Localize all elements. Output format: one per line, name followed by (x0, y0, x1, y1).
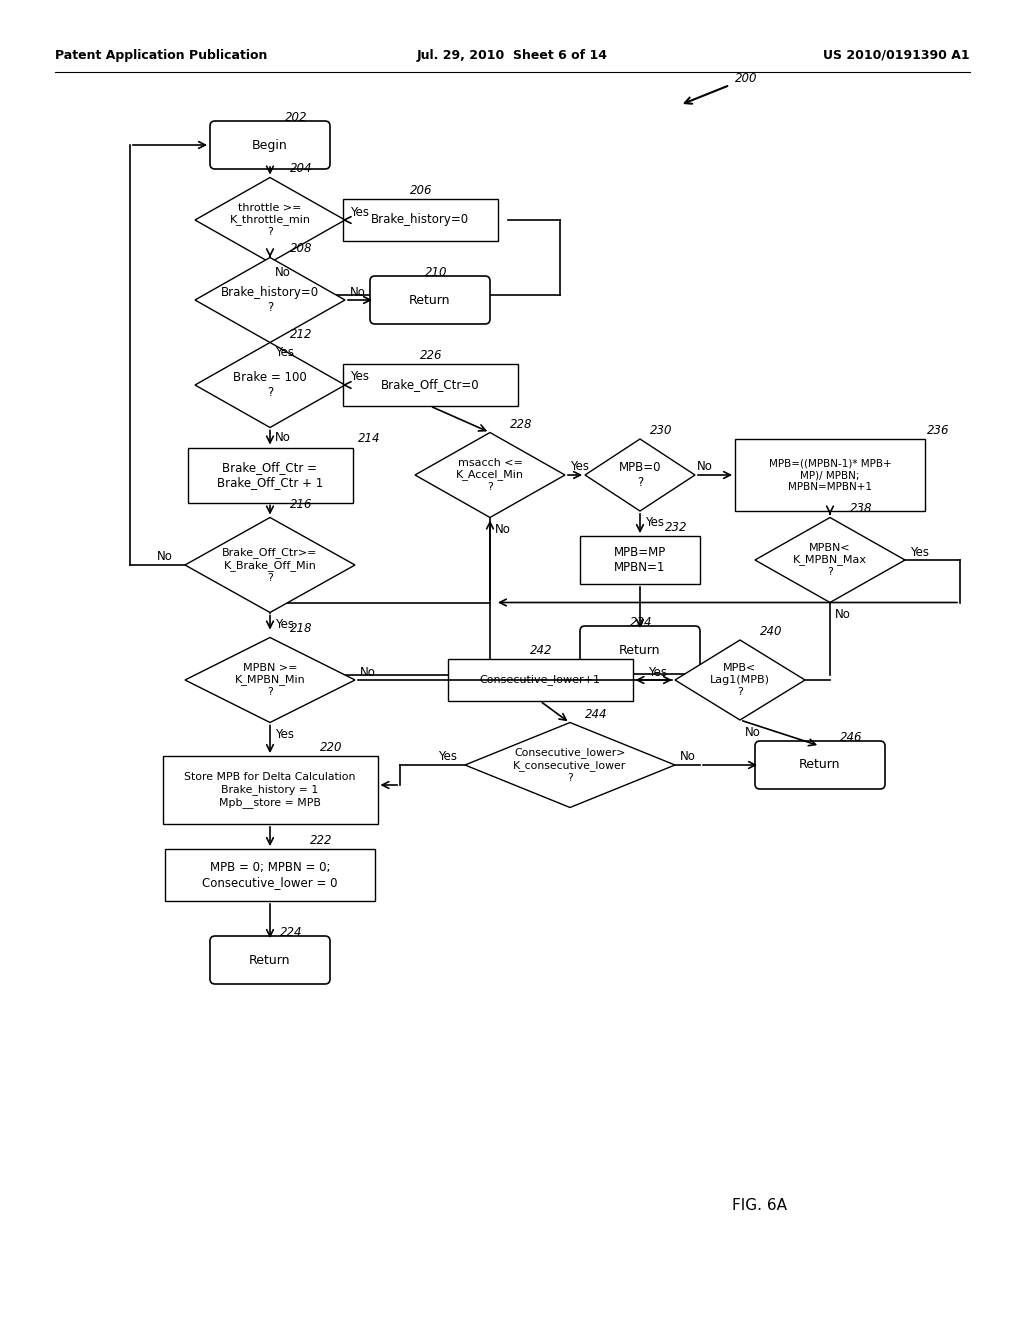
Polygon shape (195, 342, 345, 428)
Text: MPB=MP
MPBN=1: MPB=MP MPBN=1 (613, 546, 667, 574)
Text: Return: Return (620, 644, 660, 656)
Text: msacch <=
K_Accel_Min
?: msacch <= K_Accel_Min ? (456, 458, 524, 492)
Text: No: No (157, 550, 173, 564)
Text: Return: Return (249, 953, 291, 966)
Text: Jul. 29, 2010  Sheet 6 of 14: Jul. 29, 2010 Sheet 6 of 14 (417, 49, 607, 62)
Text: No: No (697, 461, 713, 474)
Text: 238: 238 (850, 503, 872, 516)
Polygon shape (185, 517, 355, 612)
Text: Brake_history=0
?: Brake_history=0 ? (221, 286, 319, 314)
Text: Yes: Yes (350, 206, 369, 219)
Text: 214: 214 (357, 433, 380, 446)
Text: Begin: Begin (252, 139, 288, 152)
Text: 206: 206 (410, 183, 432, 197)
Bar (163, 756, 378, 824)
Bar (165, 849, 375, 902)
Text: 226: 226 (420, 348, 442, 362)
Text: Return: Return (410, 293, 451, 306)
Text: 220: 220 (319, 741, 342, 754)
Polygon shape (195, 257, 345, 342)
FancyBboxPatch shape (210, 121, 330, 169)
Text: 232: 232 (665, 521, 687, 535)
Text: 240: 240 (760, 624, 782, 638)
Bar (187, 447, 352, 503)
Text: MPB = 0; MPBN = 0;
Consecutive_lower = 0: MPB = 0; MPBN = 0; Consecutive_lower = 0 (203, 861, 338, 888)
Text: 216: 216 (290, 498, 312, 511)
Text: Brake_Off_Ctr =
Brake_Off_Ctr + 1: Brake_Off_Ctr = Brake_Off_Ctr + 1 (217, 461, 324, 488)
Text: Patent Application Publication: Patent Application Publication (55, 49, 267, 62)
Text: Store MPB for Delta Calculation
Brake_history = 1
Mpb__store = MPB: Store MPB for Delta Calculation Brake_hi… (184, 772, 355, 808)
Text: No: No (745, 726, 761, 738)
Text: 218: 218 (290, 623, 312, 635)
Polygon shape (675, 640, 805, 719)
Text: Brake = 100
?: Brake = 100 ? (233, 371, 307, 399)
Text: Yes: Yes (438, 751, 457, 763)
Text: Yes: Yes (275, 346, 294, 359)
Bar (342, 199, 498, 242)
Text: Return: Return (800, 759, 841, 771)
Text: Yes: Yes (275, 618, 294, 631)
Text: No: No (350, 285, 366, 298)
Text: Brake_Off_Ctr=0: Brake_Off_Ctr=0 (381, 379, 479, 392)
Bar (342, 364, 517, 407)
Bar (580, 536, 700, 583)
Text: 200: 200 (735, 73, 758, 84)
Text: 244: 244 (585, 708, 607, 721)
Polygon shape (195, 177, 345, 263)
Text: Brake_history=0: Brake_history=0 (371, 214, 469, 227)
Text: 224: 224 (280, 927, 302, 939)
Polygon shape (185, 638, 355, 722)
Polygon shape (755, 517, 905, 602)
Text: 236: 236 (927, 424, 949, 437)
Text: Yes: Yes (645, 516, 664, 529)
Polygon shape (585, 440, 695, 511)
Text: Consecutive_lower+1: Consecutive_lower+1 (479, 675, 600, 685)
Text: 230: 230 (650, 424, 673, 437)
Text: No: No (275, 267, 291, 279)
Text: Consecutive_lower>
K_consecutive_lower
?: Consecutive_lower> K_consecutive_lower ? (513, 747, 627, 783)
Text: 202: 202 (285, 111, 307, 124)
Text: No: No (835, 609, 851, 620)
FancyBboxPatch shape (580, 626, 700, 675)
Text: MPB=((MPBN-1)* MPB+
MP)/ MPBN;
MPBN=MPBN+1: MPB=((MPBN-1)* MPB+ MP)/ MPBN; MPBN=MPBN… (769, 458, 891, 491)
Text: Yes: Yes (910, 545, 929, 558)
Text: 208: 208 (290, 243, 312, 256)
Text: No: No (495, 523, 511, 536)
Text: 222: 222 (310, 834, 333, 847)
Text: No: No (360, 665, 376, 678)
Text: Brake_Off_Ctr>=
K_Brake_Off_Min
?: Brake_Off_Ctr>= K_Brake_Off_Min ? (222, 548, 317, 582)
Text: 212: 212 (290, 327, 312, 341)
Polygon shape (465, 722, 675, 808)
Text: MPBN<
K_MPBN_Max
?: MPBN< K_MPBN_Max ? (793, 543, 867, 577)
Bar (447, 659, 633, 701)
Text: 234: 234 (630, 616, 652, 630)
FancyBboxPatch shape (370, 276, 490, 323)
Text: MPB<
Lag1(MPB)
?: MPB< Lag1(MPB) ? (710, 664, 770, 697)
Bar (735, 440, 925, 511)
Text: Yes: Yes (275, 729, 294, 741)
Text: FIG. 6A: FIG. 6A (732, 1197, 787, 1213)
Text: Yes: Yes (570, 461, 589, 474)
FancyBboxPatch shape (755, 741, 885, 789)
Text: MPBN >=
K_MPBN_Min
?: MPBN >= K_MPBN_Min ? (234, 663, 305, 697)
Text: No: No (680, 751, 696, 763)
Text: 204: 204 (290, 162, 312, 176)
Polygon shape (415, 433, 565, 517)
Text: 246: 246 (840, 731, 862, 744)
Text: US 2010/0191390 A1: US 2010/0191390 A1 (823, 49, 970, 62)
Text: No: No (275, 432, 291, 444)
Text: 242: 242 (530, 644, 553, 657)
Text: throttle >=
K_throttle_min
?: throttle >= K_throttle_min ? (229, 203, 310, 238)
Text: 228: 228 (510, 417, 532, 430)
Text: 210: 210 (425, 267, 447, 279)
FancyBboxPatch shape (210, 936, 330, 983)
Text: Yes: Yes (648, 665, 667, 678)
Text: MPB=0
?: MPB=0 ? (618, 461, 662, 488)
Text: Yes: Yes (350, 371, 369, 384)
